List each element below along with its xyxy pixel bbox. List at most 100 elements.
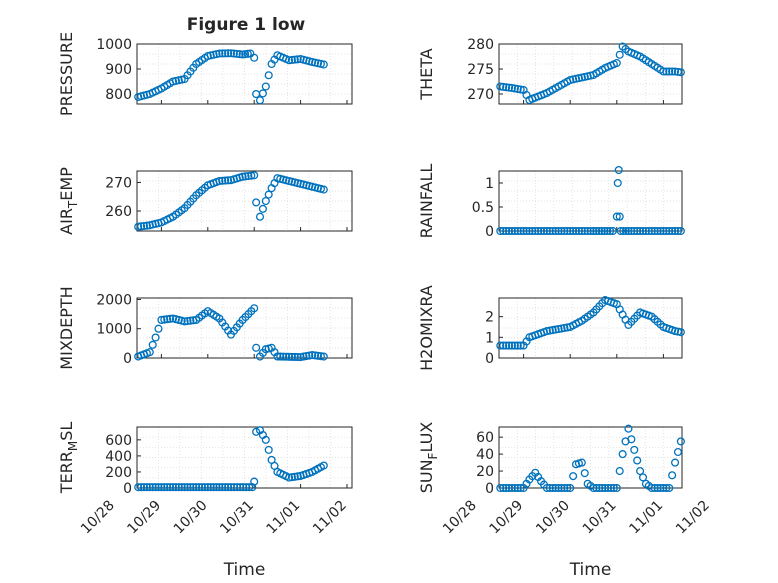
data-point [264,445,273,454]
data-point [619,226,628,236]
data-point [186,483,195,492]
data-point [313,351,323,360]
y-tick-label: 0 [485,351,494,367]
data-point [154,483,163,492]
data-point [560,483,569,493]
data-point [284,56,294,65]
data-point [537,226,546,236]
axes-frame [136,297,353,359]
data-point [569,226,578,236]
data-point [174,483,183,492]
data-point [665,483,674,493]
x-tick-label: 11/02 [673,498,713,538]
grid-lines [137,171,352,231]
data-point [670,458,680,467]
data-point [151,483,160,492]
data-point [633,456,642,465]
data-point [180,317,189,326]
y-axis-label-main: TERR [57,451,76,494]
data-point [597,226,606,236]
data-point [510,84,519,93]
data-point [224,483,233,492]
data-point [305,351,314,360]
data-point [258,89,267,98]
data-point [496,341,505,350]
data-point [200,483,209,492]
data-point [244,171,253,181]
y-tick-label: 60 [476,430,494,446]
data-point [241,172,250,181]
data-point [676,437,685,446]
data-point [245,483,254,492]
data-point [160,483,169,492]
data-point [157,483,166,492]
data-point [600,226,609,236]
data-point [586,226,595,236]
data-point [311,351,320,360]
data-point [183,316,192,326]
data-point [557,483,566,493]
axes-frame [136,426,353,489]
data-point [608,226,617,236]
y-tick-label: 20 [476,464,494,480]
grid-lines [137,298,352,358]
data-point [510,226,519,236]
data-point [264,190,273,199]
data-point [183,483,192,492]
data-point [255,96,265,105]
data-point [137,222,146,231]
y-tick-label: 275 [467,62,494,78]
y-axis-label-rest: LUX [417,422,436,453]
data-point [580,469,589,478]
data-point [151,333,160,342]
data-point [206,483,215,492]
data-point [168,483,178,492]
data-point [554,483,563,493]
subplot-theta: 270 275 280 THETA [417,37,685,105]
data-point [145,483,154,492]
data-point [279,352,288,361]
data-series [496,424,685,493]
data-point [252,343,261,352]
data-point [589,226,598,236]
data-point [252,427,261,436]
data-point [496,82,505,91]
data-point [177,483,186,492]
data-point [502,226,511,236]
data-point [612,58,621,68]
y-tick-label: 0 [485,481,494,497]
data-point [250,304,259,313]
data-series [496,42,685,105]
data-point [650,483,659,493]
data-point [499,226,508,236]
data-point [606,226,615,236]
data-point [163,315,172,324]
data-point [621,226,630,236]
data-point [673,226,683,236]
data-point [273,352,282,361]
data-point [236,483,245,492]
data-point [157,315,166,325]
data-point [293,352,302,362]
data-point [662,67,671,76]
data-series [496,165,685,236]
data-point [548,226,557,236]
y-tick-label: 1000 [96,322,132,338]
data-point [656,483,665,493]
y-axis-label: TERRMSL [57,422,80,495]
y-axis-label-main: SUN [417,459,436,493]
data-point [528,226,537,236]
y-tick-label: 0.5 [472,200,494,216]
data-point [218,176,227,185]
subplot-rainfall: 0 0.5 1 RAINFALL [417,164,685,240]
data-point [250,53,259,62]
data-point [284,352,294,361]
data-point [516,483,525,493]
y-tick-label: 0 [485,224,494,240]
data-point [653,483,662,493]
data-point [145,348,154,357]
data-point [504,483,514,493]
data-point [160,315,169,324]
data-point [139,221,149,231]
data-point [668,226,677,236]
